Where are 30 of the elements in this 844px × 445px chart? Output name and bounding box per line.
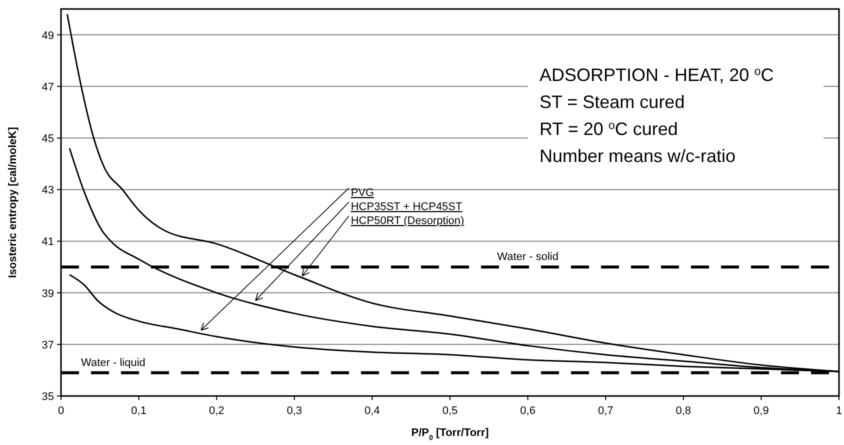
y-tick-label: 35	[42, 391, 54, 403]
annotation: ST = Steam cured	[539, 92, 685, 112]
x-tick-label: 0,5	[442, 405, 458, 417]
ref-line-label: Water - liquid	[81, 356, 146, 369]
annotation: HCP50RT (Desorption)	[350, 215, 464, 228]
y-tick-label: 49	[42, 30, 54, 42]
x-tick-label: 0,3	[286, 405, 302, 417]
y-tick-label: 47	[42, 81, 54, 94]
y-tick-label: 37	[42, 339, 54, 352]
y-tick-label: 43	[42, 184, 54, 197]
annotation: PVG	[350, 187, 374, 200]
x-axis-title: P/P$_{0}$ [Torr/Torr]	[411, 427, 490, 442]
y-tick-label: 45	[42, 133, 54, 145]
x-tick-label: 0,1	[131, 405, 146, 417]
x-tick-label: 0,7	[598, 405, 614, 417]
x-tick-label: 0,4	[364, 405, 380, 417]
x-tick-label: 0,2	[208, 405, 224, 417]
y-tick-label: 39	[42, 288, 54, 300]
annotation: ADSORPTION - HEAT, 20 $^{o}$C	[539, 64, 774, 86]
annotation: HCP35ST + HCP45ST	[350, 201, 463, 214]
y-axis-title: Isosteric entropy [cal/moleK]	[7, 126, 19, 278]
x-tick-label: 0,9	[754, 405, 769, 417]
x-tick-label: 1	[836, 405, 842, 417]
x-tick-label: 0,8	[676, 405, 692, 417]
x-tick-label: 0	[58, 405, 64, 417]
y-tick-label: 41	[42, 236, 54, 248]
x-tick-label: 0,6	[520, 405, 536, 417]
ref-line-label: Water - solid	[497, 251, 558, 263]
annotation: RT = 20 $^{o}$C cured	[539, 118, 678, 140]
annotation: Number means w/c-ratio	[539, 146, 736, 166]
